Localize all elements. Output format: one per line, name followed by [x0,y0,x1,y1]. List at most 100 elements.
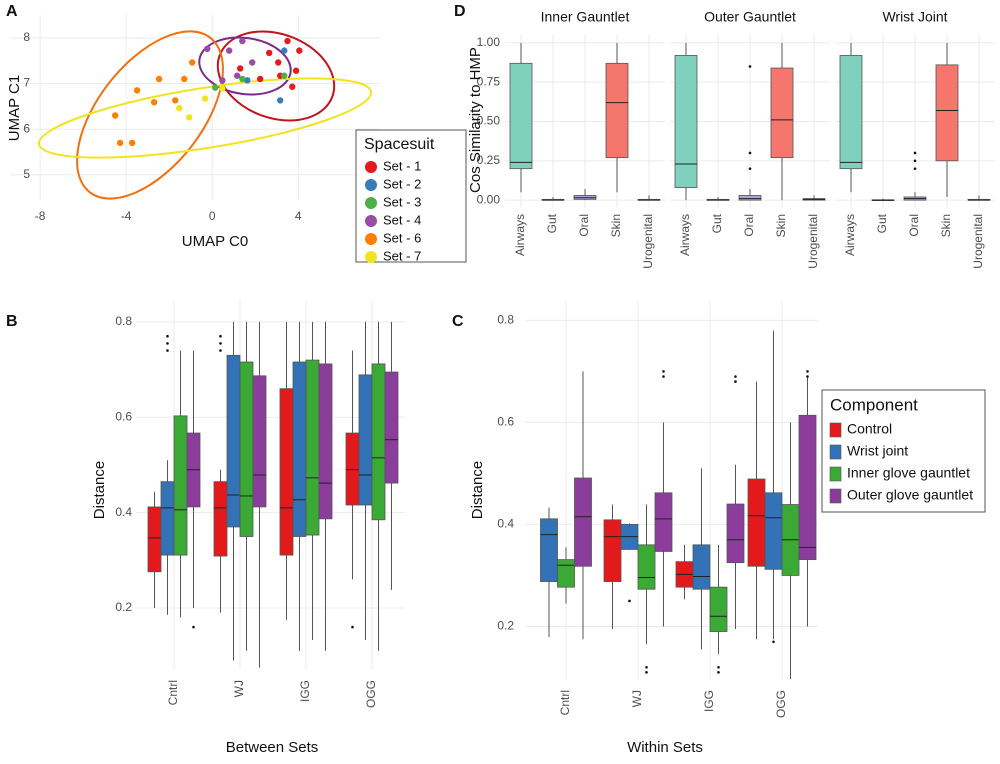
point [116,139,124,147]
outlier [219,349,222,352]
legend-label: Set - 7 [383,248,421,263]
outlier [351,625,354,629]
outlier [662,370,665,373]
x-tick-label: Gut [710,213,724,233]
ellipse [38,77,372,159]
point [201,95,209,102]
x-tick-label: OGG [774,690,788,718]
y-tick-label: 0.50 [477,114,501,128]
outlier [748,151,752,155]
outlier [734,380,737,383]
x-tick-label: 0 [209,209,216,223]
x-tick-label: 4 [295,209,302,223]
outlier [219,334,222,338]
panel-letter: D [454,3,466,20]
x-tick-label: Urogenital [971,214,985,269]
panel-letter: B [6,313,18,330]
y-tick-label: 5 [23,167,30,181]
point [172,97,179,104]
x-axis-title: UMAP C0 [182,233,248,250]
y-tick-label: 0.25 [477,153,501,167]
legend-label: Set - 6 [383,230,421,245]
y-tick-label: 6 [23,121,30,135]
outlier [748,167,752,170]
box [674,55,698,188]
legend-swatch [365,233,377,245]
x-tick-label: Gut [545,213,559,233]
facet-title: Wrist Joint [882,9,947,25]
outlier [192,625,195,629]
box [318,363,333,520]
box [738,195,762,201]
legend-label: Outer glove gauntlet [847,487,973,503]
legend-swatch [829,488,842,504]
y-tick-label: 0.75 [477,74,501,88]
x-tick-label: Oral [742,214,756,237]
box [345,432,360,506]
facet-title: Outer Gauntlet [704,9,796,25]
outlier [717,671,720,674]
legend-label: Set - 1 [383,158,421,173]
panel-letter: A [6,3,18,20]
ellipse [76,30,224,200]
point [233,72,241,79]
legend-swatch [365,179,377,191]
y-tick-label: 1.00 [477,35,501,49]
point [133,87,141,94]
outlier [219,342,222,345]
y-tick-label: 8 [23,30,30,44]
box [764,492,783,570]
outlier [734,375,737,378]
outlier [806,370,809,373]
legend-label: Set - 3 [383,194,421,209]
legend-label: Set - 4 [383,212,421,227]
point [284,37,291,45]
box [160,481,175,556]
x-tick-label: Airways [513,214,527,256]
box [358,374,373,506]
y-tick-label: 0.4 [115,505,132,519]
legend-label: Inner glove gauntlet [847,465,970,481]
outlier [748,65,752,68]
outlier [645,665,648,669]
point [239,75,246,83]
x-tick-label: WJ [232,680,246,697]
point [111,112,119,119]
point [249,59,256,66]
point [292,67,300,74]
x-tick-label: Urogenital [641,214,655,269]
x-tick-label: Urogenital [806,214,820,269]
point [155,75,163,83]
outlier [913,167,917,170]
legend-box [821,389,986,513]
outlier [628,599,631,603]
point [176,104,183,112]
confidence-ellipses [38,30,372,200]
legend-swatch [365,215,377,227]
box [371,363,386,521]
point [275,59,282,66]
box [305,359,320,536]
x-tick-label: Airways [678,214,692,256]
point [219,85,226,92]
box [935,64,959,162]
legend-label: Set - 2 [383,176,421,191]
box [574,477,592,567]
outlier [913,159,917,163]
x-axis-title: Between Sets [226,739,319,756]
panel-letter: C [452,313,464,330]
box [603,519,622,582]
outlier [166,349,169,352]
point [204,45,211,53]
ellipse [198,36,292,96]
y-tick-label: 0.6 [497,415,514,429]
legend-swatch [365,197,377,209]
x-tick-label: Airways [843,214,857,256]
point [276,97,284,104]
x-tick-label: OGG [364,680,378,708]
y-axis-title: Distance [91,461,108,519]
box [279,388,294,556]
point [181,75,188,83]
